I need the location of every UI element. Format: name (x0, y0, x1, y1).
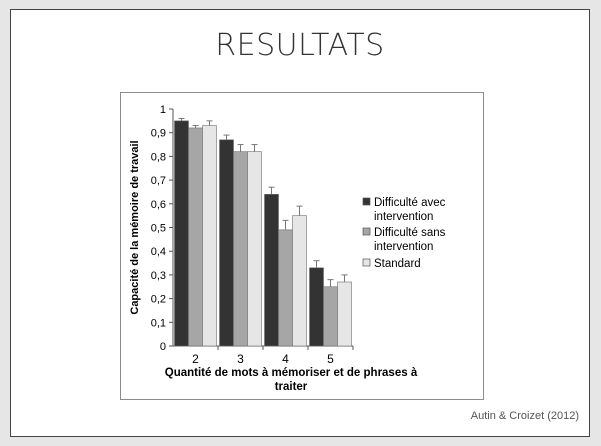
bar (233, 151, 248, 347)
y-tick-label: 0,9 (151, 128, 166, 140)
legend-label: intervention (374, 211, 433, 223)
x-axis-title: Quantité de mots à mémoriser et de phras… (165, 367, 418, 379)
x-axis-title: traiter (275, 381, 308, 393)
y-tick-label: 0,7 (151, 175, 166, 187)
x-tick-label: 2 (192, 352, 199, 366)
bar (292, 215, 307, 347)
bar (188, 127, 203, 347)
x-tick-label: 3 (237, 352, 244, 366)
y-tick-label: 0,2 (151, 294, 166, 306)
bar-chart: 0 0,1 0,2 0,3 0,4 0,5 0,6 0,7 0,8 0,9 1 2 3 4 5 Capacit… (120, 92, 484, 400)
y-tick-label: 0,8 (151, 151, 166, 163)
legend-label: Standard (374, 258, 421, 270)
bar (264, 194, 279, 347)
legend-swatch (362, 258, 371, 267)
bar (202, 125, 217, 347)
y-tick-label: 0,6 (151, 199, 166, 211)
y-tick-label: 1 (160, 104, 166, 116)
legend-swatch (362, 197, 371, 206)
slide-title: RESULTATS (215, 28, 385, 63)
bar (323, 286, 338, 347)
bar (278, 229, 293, 347)
chart-canvas: 0 0,1 0,2 0,3 0,4 0,5 0,6 0,7 0,8 0,9 1 2 3 4 5 Capacit… (129, 104, 446, 393)
legend-label: intervention (374, 241, 433, 253)
y-tick-label: 0,1 (151, 317, 166, 329)
x-tick-label: 4 (282, 352, 289, 366)
bar (219, 139, 234, 347)
x-tick-label: 5 (327, 352, 334, 366)
slide: RESULTATS 0 0,1 0,2 0,3 0,4 0,5 0,6 0,7 0,8 0,9 1 2… (10, 9, 590, 437)
y-axis-title: Capacité de la mémoire de travail (129, 140, 141, 314)
bar (337, 281, 352, 347)
y-tick-label: 0 (160, 341, 166, 353)
bar (309, 267, 324, 347)
legend-swatch (362, 227, 371, 236)
bar (174, 120, 189, 347)
y-tick-label: 0,3 (151, 270, 166, 282)
y-tick-label: 0,5 (151, 223, 166, 235)
legend-label: Difficulté avec (374, 197, 446, 209)
bar (247, 151, 262, 347)
y-tick-label: 0,4 (151, 246, 166, 258)
legend-label: Difficulté sans (374, 227, 446, 239)
citation: Autin & Croizet (2012) (470, 410, 579, 422)
